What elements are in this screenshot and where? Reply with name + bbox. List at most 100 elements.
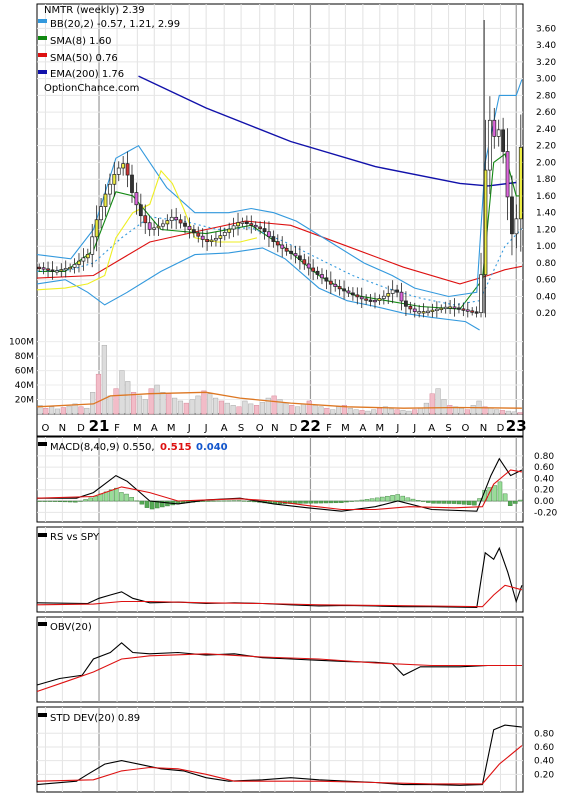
candle xyxy=(81,257,86,262)
volume-bar xyxy=(189,399,195,415)
volume-bar xyxy=(195,395,201,415)
volume-bar xyxy=(66,405,72,415)
candle xyxy=(90,236,95,255)
x-tick-label: N xyxy=(271,423,278,434)
macd-histogram-bar xyxy=(57,500,63,502)
candle xyxy=(346,290,351,294)
price-tick-label: 1.80 xyxy=(536,175,556,185)
volume-bar xyxy=(400,410,406,415)
candle xyxy=(381,295,386,299)
macd-histogram-bar xyxy=(369,498,375,502)
legend-swatch-ema200 xyxy=(38,70,47,74)
macd-tick-label: 0.80 xyxy=(534,452,554,462)
x-tick-label: A xyxy=(221,423,228,434)
volume-bar xyxy=(382,406,388,415)
candle xyxy=(130,174,134,193)
candle xyxy=(218,235,223,239)
volume-bar xyxy=(78,406,84,415)
x-tick-label: F xyxy=(326,423,332,434)
macd-histogram-bar xyxy=(52,500,58,502)
candle xyxy=(156,225,161,229)
macd-histogram-bar xyxy=(456,500,462,505)
candle xyxy=(470,310,475,313)
candle xyxy=(328,280,333,285)
rs-title: RS vs SPY xyxy=(50,532,100,543)
macd-histogram-bar xyxy=(247,500,252,502)
macd-histogram-bar xyxy=(37,500,42,502)
volume-bar xyxy=(341,405,348,415)
x-tick-label: J xyxy=(187,423,191,434)
x-tick-label: J xyxy=(204,423,208,434)
volume-bar xyxy=(154,384,160,415)
candle xyxy=(487,119,492,171)
macd-histogram-bar xyxy=(293,500,298,504)
macd-histogram-bar xyxy=(400,495,406,502)
macd-histogram-bar xyxy=(497,481,503,502)
price-tick-label: 1.60 xyxy=(536,192,556,202)
macd-histogram-bar xyxy=(364,499,370,502)
series-sma-50- xyxy=(36,220,523,285)
macd-tick-label: -0.20 xyxy=(534,508,558,518)
x-tick-label: O xyxy=(256,423,264,434)
macd-histogram-bar xyxy=(114,487,119,502)
candle xyxy=(355,294,360,298)
macd-histogram-bar xyxy=(201,500,206,502)
candle xyxy=(461,308,466,311)
candle xyxy=(297,255,302,261)
macd-histogram-bar xyxy=(216,500,221,502)
macd-histogram-bar xyxy=(431,500,436,504)
candle xyxy=(46,268,50,271)
macd-histogram-bar xyxy=(119,492,124,502)
candle xyxy=(116,167,121,175)
volume-bar xyxy=(248,403,254,415)
volume-bar xyxy=(353,409,359,415)
candle xyxy=(152,227,156,230)
macd-histogram-bar xyxy=(108,489,114,502)
price-tick-label: 3.60 xyxy=(536,24,556,34)
obv-swatch xyxy=(38,622,47,626)
candle xyxy=(395,289,399,293)
legend-bb: BB(20,2) -0.57, 1.21, 2.99 xyxy=(50,19,180,30)
candle xyxy=(178,219,183,224)
candle xyxy=(417,311,422,314)
candle xyxy=(249,223,254,226)
volume-bar xyxy=(54,408,61,415)
candle xyxy=(280,244,285,249)
candle xyxy=(452,306,457,309)
price-tick-label: 2.40 xyxy=(536,125,556,135)
macd-histogram-bar xyxy=(78,500,83,502)
x-tick-label: M xyxy=(375,423,384,434)
std-title-group: STD DEV(20) 0.89 xyxy=(38,713,140,724)
x-tick-label: S xyxy=(445,423,451,434)
macd-title-group: MACD(8,40,9) 0.550, 0.515 0.040 xyxy=(38,442,228,453)
macd-histogram-bar xyxy=(88,497,93,502)
macd-histogram-bar xyxy=(354,500,359,502)
rs-swatch xyxy=(38,533,47,537)
volume-bar xyxy=(271,395,277,415)
macd-histogram-bar xyxy=(42,500,47,502)
volume-bar xyxy=(49,406,55,415)
volume-bar xyxy=(224,402,230,415)
macd-histogram-bar xyxy=(349,500,354,502)
macd-histogram-bar xyxy=(405,497,411,502)
volume-bar xyxy=(458,407,465,415)
legend-swatch-sma50 xyxy=(38,53,47,57)
price-tick-label: 1.40 xyxy=(536,209,556,219)
x-tick-label: A xyxy=(359,423,366,434)
legend-sma8: SMA(8) 1.60 xyxy=(50,36,111,47)
macd-histogram-bar xyxy=(344,500,349,503)
volume-bar xyxy=(84,407,90,415)
x-tick-label: D xyxy=(77,423,85,434)
candle xyxy=(200,235,205,240)
candle xyxy=(258,226,263,229)
candle xyxy=(169,216,174,221)
macd-histogram-bar xyxy=(461,500,467,505)
panel-frame-obv xyxy=(36,616,524,703)
candle xyxy=(390,289,395,294)
candle xyxy=(386,293,391,297)
macd-histogram-bar xyxy=(68,500,73,503)
volume-bar xyxy=(119,370,125,415)
obv-title-group: OBV(20) xyxy=(38,622,92,633)
rs-line xyxy=(36,546,523,608)
price-tick-label: 1.00 xyxy=(536,242,556,252)
